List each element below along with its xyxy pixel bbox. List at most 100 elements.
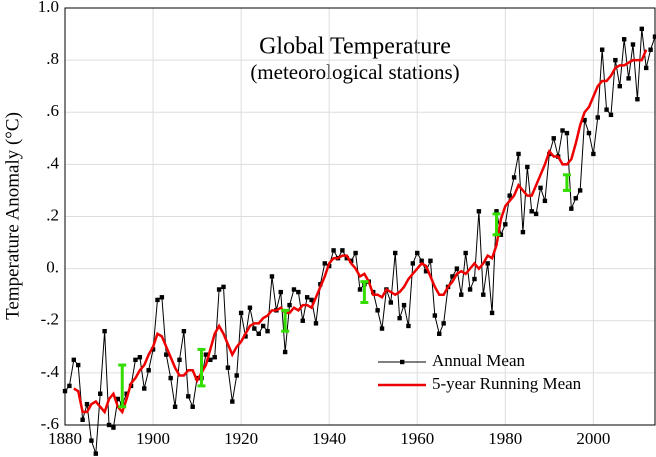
x-tick-label: 1960 [400, 429, 434, 448]
data-point [489, 310, 495, 316]
data-point [142, 386, 147, 391]
data-point [608, 112, 614, 118]
chart-subtitle: (meteorological stations) [250, 60, 459, 84]
data-point [348, 258, 354, 264]
data-point [467, 287, 473, 292]
data-point [626, 76, 631, 81]
x-tick-label: 1940 [312, 429, 346, 448]
data-point [155, 297, 160, 303]
data-point [507, 193, 512, 198]
error-bar [562, 173, 571, 192]
data-point [234, 373, 239, 378]
data-point [115, 396, 121, 402]
data-point [542, 198, 548, 204]
data-point [62, 388, 68, 394]
data-point [296, 289, 301, 295]
data-point [520, 229, 526, 235]
data-point [164, 352, 169, 357]
data-point [582, 117, 587, 123]
data-point [472, 276, 477, 282]
data-point [388, 300, 394, 305]
data-point [415, 250, 420, 256]
data-point [76, 362, 81, 368]
x-tick-label: 1900 [136, 429, 170, 448]
data-point [652, 34, 656, 39]
data-point [313, 321, 319, 326]
y-tick-label: 0. [46, 258, 59, 277]
error-bar [360, 280, 369, 305]
data-point [538, 185, 543, 191]
y-tick-label: .4 [46, 153, 59, 172]
data-point [643, 65, 649, 71]
y-tick-label: .2 [46, 205, 59, 224]
data-point [247, 305, 253, 310]
data-point [503, 222, 508, 227]
data-point [309, 297, 314, 303]
data-point [221, 284, 226, 290]
data-point [168, 375, 173, 381]
data-point [203, 352, 209, 357]
data-point [586, 130, 592, 136]
data-point [243, 334, 248, 339]
x-tick-label: 2000 [576, 429, 610, 448]
data-point [525, 164, 530, 170]
legend-marker [400, 359, 405, 365]
data-point [481, 292, 486, 297]
data-point [190, 404, 195, 409]
y-tick-label: .6 [46, 101, 59, 120]
data-point [560, 128, 565, 133]
data-point [595, 115, 600, 120]
data-point [300, 318, 305, 323]
data-point [238, 310, 244, 316]
data-point [137, 355, 143, 360]
plot-frame [64, 7, 656, 426]
data-point [494, 209, 499, 214]
data-point [111, 425, 116, 430]
data-point [256, 331, 261, 336]
error-bar [281, 308, 290, 333]
x-tick-label: 1920 [224, 429, 258, 448]
data-point [230, 399, 235, 404]
data-point [133, 357, 138, 363]
data-point [80, 417, 85, 422]
series-line [73, 49, 648, 415]
data-point [428, 258, 433, 264]
data-point [410, 261, 416, 266]
error-bar [118, 363, 127, 409]
data-point [71, 357, 77, 363]
data-point [630, 42, 636, 47]
data-point [516, 151, 521, 157]
legend-label: 5-year Running Mean [432, 374, 582, 393]
data-point [613, 57, 618, 63]
data-point [282, 349, 288, 355]
data-point [533, 211, 539, 217]
data-point [569, 206, 574, 211]
data-point [93, 451, 99, 456]
data-point [441, 321, 446, 326]
legend-label: Annual Mean [432, 351, 526, 370]
data-point [485, 261, 490, 266]
data-point [260, 323, 266, 329]
data-point [393, 250, 398, 256]
data-point [269, 274, 275, 279]
data-point [551, 136, 556, 141]
data-point [454, 266, 460, 271]
data-point [278, 289, 283, 295]
error-bar [197, 347, 206, 388]
chart-title: Global Temperature [259, 34, 451, 60]
data-point [450, 274, 455, 279]
data-point [212, 355, 217, 360]
data-point [577, 188, 583, 193]
data-point [146, 368, 151, 373]
x-tick-label: 1980 [488, 429, 522, 448]
data-point [639, 26, 644, 32]
data-point [617, 83, 622, 89]
data-point [463, 250, 468, 256]
data-point [401, 302, 407, 308]
data-point [357, 287, 363, 292]
data-point [177, 357, 182, 363]
data-point [172, 404, 178, 409]
data-point [344, 256, 349, 261]
data-point [208, 357, 213, 363]
